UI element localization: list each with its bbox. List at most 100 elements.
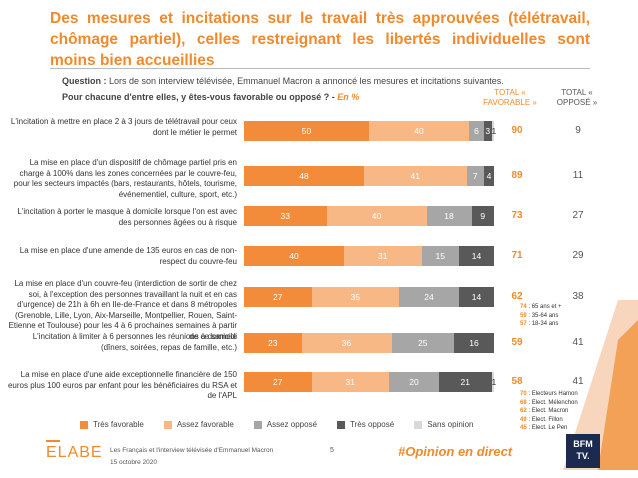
total-favorable-value: 89 bbox=[511, 170, 523, 181]
legend-label: Très favorable bbox=[93, 420, 144, 429]
bar-segment-tres-favorable: 48 bbox=[244, 166, 364, 186]
bar-segment-tres-oppose: 9 bbox=[471, 206, 494, 226]
total-favorable-value: 90 bbox=[511, 125, 523, 136]
stacked-bar: 27 35 24 14 bbox=[244, 287, 494, 307]
question-label: Question : bbox=[62, 76, 107, 86]
breakdown-line: 68 : Elect. Mélenchon bbox=[520, 399, 578, 408]
bar-segment-assez-favorable: 31 bbox=[311, 372, 389, 392]
title-divider bbox=[50, 68, 590, 69]
total-oppose-value: 11 bbox=[572, 170, 584, 181]
breakdown-value: 49 bbox=[520, 416, 527, 423]
footer-date: 15 octobre 2020 bbox=[110, 459, 157, 466]
bar-segment-tres-favorable: 27 bbox=[244, 372, 312, 392]
page-title: Des mesures et incitations sur le travai… bbox=[50, 10, 590, 69]
breakdown-value: 57 bbox=[520, 321, 527, 327]
age-breakdown: 74 : 65 ans et +59 : 35-64 ans 57 : 18-34… bbox=[520, 303, 562, 329]
legend-item: Assez opposé bbox=[253, 420, 318, 429]
legend-item: Sans opinion bbox=[414, 420, 473, 429]
bar-segment-tres-oppose: 14 bbox=[459, 246, 494, 266]
breakdown-value: 62 bbox=[520, 408, 527, 414]
breakdown-label: : Elect. Macron bbox=[526, 408, 569, 414]
total-oppose-value: 38 bbox=[572, 291, 584, 302]
total-oppose-value: 41 bbox=[572, 376, 584, 387]
total-oppose-value: 9 bbox=[575, 125, 581, 136]
legend-item: Très favorable bbox=[80, 420, 144, 429]
bar-segment-tres-favorable: 27 bbox=[244, 287, 312, 307]
bfmtv-logo: BFM TV. bbox=[566, 434, 600, 468]
row-label: L'incitation à mettre en place 2 à 3 jou… bbox=[10, 117, 237, 137]
footer-study-title: Les Français et l'interview télévisée d'… bbox=[110, 447, 274, 454]
hashtag: #Opinion en direct bbox=[398, 444, 513, 459]
bar-segment-tres-oppose: 4 bbox=[484, 166, 494, 186]
breakdown-label: : 65 ans et + bbox=[526, 304, 562, 310]
chart-legend: Très favorable Assez favorable Assez oppos… bbox=[80, 420, 540, 429]
bar-segment-assez-oppose: 15 bbox=[421, 246, 459, 266]
breakdown-label: : Elect. Le Pen bbox=[526, 425, 568, 431]
breakdown-value: 59 bbox=[520, 312, 527, 319]
row-label: La mise en place d'une amende de 135 eur… bbox=[19, 246, 237, 266]
page-number: 5 bbox=[330, 447, 334, 454]
row-label: La mise en place d'un couvre-feu (interd… bbox=[8, 279, 237, 341]
stacked-bar: 50 40 6 3 1 bbox=[244, 121, 496, 141]
row-label: La mise en place d'un dispositif de chôm… bbox=[13, 158, 237, 199]
bar-segment-tres-oppose: 14 bbox=[459, 287, 494, 307]
bar-segment-assez-oppose: 20 bbox=[389, 372, 439, 392]
breakdown-label: : Electeurs Hamon bbox=[526, 391, 578, 397]
breakdown-label: : Elect. Fillon bbox=[526, 416, 563, 423]
legend-label: Assez opposé bbox=[266, 420, 318, 429]
breakdown-line: 49 : Elect. Fillon bbox=[520, 416, 578, 425]
breakdown-value: 68 bbox=[520, 399, 527, 406]
row-label: L'incitation à limiter à 6 personnes les… bbox=[32, 332, 237, 352]
bar-segment-assez-oppose: 18 bbox=[426, 206, 472, 226]
bar-segment-sans-opinion: 1 bbox=[491, 121, 496, 141]
legend-swatch bbox=[414, 420, 423, 429]
breakdown-value: 74 bbox=[520, 304, 527, 310]
bar-segment-sans-opinion: 1 bbox=[491, 372, 496, 392]
bar-segment-assez-favorable: 40 bbox=[326, 206, 427, 226]
bar-segment-tres-favorable: 40 bbox=[244, 246, 344, 266]
question-line: Question : Lors de son interview télévis… bbox=[62, 76, 504, 86]
bar-segment-assez-favorable: 36 bbox=[301, 333, 392, 353]
stacked-bar: 33 40 18 9 bbox=[244, 206, 494, 226]
total-oppose-value: 27 bbox=[572, 210, 584, 221]
row-label: L'incitation à porter le masque à domici… bbox=[17, 207, 237, 227]
bfmtv-logo-line1: BFM bbox=[573, 439, 593, 449]
legend-swatch bbox=[337, 420, 346, 429]
question-text: Lors de son interview télévisée, Emmanue… bbox=[109, 76, 504, 86]
total-favorable-value: 73 bbox=[511, 210, 523, 221]
bar-segment-tres-favorable: 33 bbox=[244, 206, 327, 226]
bar-segment-assez-favorable: 40 bbox=[369, 121, 469, 141]
legend-swatch bbox=[253, 420, 262, 429]
breakdown-label: : Elect. Mélenchon bbox=[526, 399, 578, 406]
total-favorable-value: 58 bbox=[511, 376, 523, 387]
breakdown-line: 62 : Elect. Macron bbox=[520, 407, 578, 416]
legend-swatch bbox=[80, 420, 88, 429]
breakdown-value: 70 bbox=[520, 391, 527, 397]
legend-label: Très opposé bbox=[350, 420, 395, 429]
legend-item: Assez favorable bbox=[163, 420, 234, 429]
elabe-logo: ELABE bbox=[46, 444, 103, 461]
total-favorable-value: 59 bbox=[511, 337, 523, 348]
bar-segment-tres-oppose: 16 bbox=[454, 333, 494, 353]
subquestion-line: Pour chacune d'entre elles, y êtes-vous … bbox=[62, 92, 359, 102]
bar-segment-assez-favorable: 35 bbox=[311, 287, 399, 307]
total-favorable-header: TOTAL « FAVORABLE » bbox=[483, 88, 537, 107]
breakdown-label: : 35-64 ans bbox=[526, 312, 559, 319]
breakdown-line: 74 : 65 ans et + bbox=[520, 303, 562, 312]
legend-item: Très opposé bbox=[337, 420, 394, 429]
total-favorable-value: 71 bbox=[511, 250, 523, 261]
breakdown-line: 59 : 35-64 ans bbox=[520, 312, 562, 321]
voter-breakdown: 70 : Electeurs Hamon 68 : Elect. Mélencho… bbox=[520, 390, 578, 433]
total-oppose-value: 41 bbox=[572, 337, 584, 348]
breakdown-line: 70 : Electeurs Hamon bbox=[520, 390, 578, 399]
bar-segment-tres-oppose: 3 bbox=[484, 121, 492, 141]
bar-segment-assez-oppose: 7 bbox=[466, 166, 484, 186]
bar-segment-assez-oppose: 25 bbox=[391, 333, 454, 353]
stacked-bar: 27 31 20 21 1 bbox=[244, 372, 496, 392]
bar-segment-tres-oppose: 21 bbox=[439, 372, 492, 392]
footer-info: Les Français et l'interview télévisée d'… bbox=[110, 445, 273, 469]
breakdown-label: : 18-34 ans bbox=[526, 321, 559, 327]
breakdown-line: 57 : 18-34 ans bbox=[520, 320, 562, 329]
bar-segment-assez-oppose: 24 bbox=[399, 287, 459, 307]
bar-segment-assez-favorable: 41 bbox=[364, 166, 467, 186]
